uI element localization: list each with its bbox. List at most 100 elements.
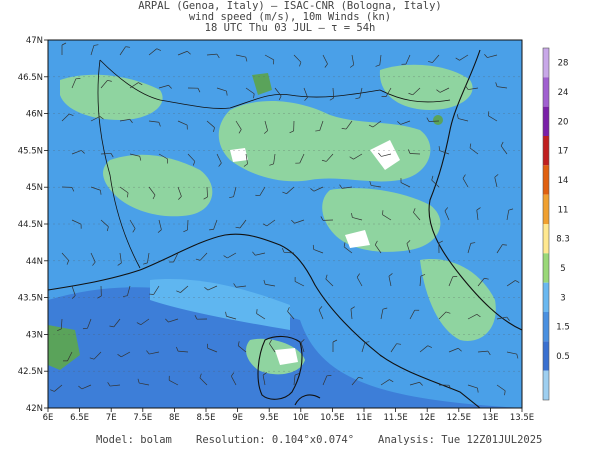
wind-barb <box>129 82 143 89</box>
wind-barb <box>380 379 394 386</box>
wind-barb <box>282 186 295 195</box>
wind-barb <box>62 351 73 362</box>
wind-barb <box>356 273 363 287</box>
wind-barb <box>388 273 393 287</box>
low-wind-area-corsica <box>246 338 305 375</box>
colorbar-segment <box>543 106 549 136</box>
wind-barb <box>436 87 450 93</box>
wind-barb <box>204 285 218 291</box>
wind-barb <box>281 248 295 254</box>
colorbar-segment <box>543 194 549 224</box>
wind-barb <box>203 186 208 200</box>
wind-barb <box>500 141 508 155</box>
wind-barb <box>90 116 104 122</box>
wind-barb <box>390 343 402 353</box>
wind-barb <box>409 381 423 386</box>
wind-barb <box>61 42 67 55</box>
wind-barb <box>158 84 172 89</box>
wind-barb <box>368 120 382 128</box>
colorbar-segment <box>543 282 549 312</box>
wind-barb <box>413 208 421 221</box>
wind-barb <box>78 384 92 390</box>
wind-barb <box>382 210 392 221</box>
colorbar-label: 1.5 <box>556 323 570 333</box>
wind-barb <box>506 208 514 221</box>
wind-barb <box>71 219 82 229</box>
wind-barb <box>235 54 248 62</box>
wind-barb <box>269 339 276 353</box>
colorbar-segment <box>543 77 549 107</box>
wind-barb <box>477 350 491 356</box>
lon-label: 10.5E <box>320 413 344 423</box>
wind-barb <box>256 309 266 320</box>
wind-barb <box>419 274 426 287</box>
wind-barb <box>409 309 420 320</box>
wind-barb <box>117 252 122 266</box>
wind-barb <box>229 186 237 199</box>
wind-barb <box>157 219 162 233</box>
wind-barb <box>476 207 481 221</box>
wind-barb <box>195 252 208 261</box>
lon-label: 13.5E <box>510 413 534 423</box>
wind-barb <box>477 277 489 287</box>
wind-barb <box>90 44 99 56</box>
lon-label: 7.5E <box>133 413 152 423</box>
footer-model: Model: bolam <box>96 434 172 446</box>
wind-barb <box>355 87 363 100</box>
wind-barb <box>187 153 196 166</box>
wind-barb <box>438 311 451 320</box>
wind-barb <box>177 186 182 200</box>
wind-barb <box>183 219 189 233</box>
wind-barb <box>225 311 237 320</box>
wind-barb <box>109 318 121 328</box>
wind-barb <box>312 244 324 254</box>
longitude-labels: 6E 6.5E 7E 7.5E 8E 8.5E 9E 9.5E 10E 10.5E 11E 11.5E… <box>43 408 534 423</box>
colorbar-label: 14 <box>558 176 569 186</box>
wind-barb <box>462 174 469 188</box>
wind-barb <box>233 283 247 288</box>
wind-barb <box>321 153 334 162</box>
wind-barb <box>177 120 188 130</box>
wind-barb <box>119 118 133 124</box>
wind-barb <box>397 120 411 125</box>
lat-label: 42N <box>26 404 43 414</box>
wind-barb <box>176 285 189 293</box>
wind-barb <box>235 120 242 134</box>
wind-barb <box>349 54 355 68</box>
colorbar-label: 0.5 <box>556 352 570 362</box>
wind-barb <box>165 318 179 323</box>
wind-barb <box>216 153 222 167</box>
wind-barb <box>419 345 432 353</box>
wind-barb <box>199 373 208 386</box>
wind-barb <box>469 143 479 155</box>
wind-barb <box>467 384 479 393</box>
wind-barb <box>149 285 160 295</box>
colorbar-label: 3 <box>560 293 565 303</box>
lat-label: 43.5N <box>18 294 43 304</box>
lon-label: 9.5E <box>260 413 279 423</box>
wind-barb <box>71 285 76 299</box>
wind-barb <box>289 120 295 134</box>
latitude-labels: 47N 46.5N 46N 45.5N 45N 44.5N 44N 43.5N 43N 42.5N… <box>18 36 48 414</box>
low-wind-spot-east <box>433 115 443 125</box>
colorbar: 28 24 20 17 14 11 8.3 5 3 1.5 0.5 <box>542 47 570 401</box>
colorbar-segment <box>543 341 549 371</box>
wind-barb <box>100 152 114 158</box>
wind-barb <box>119 46 131 56</box>
lat-label: 46.5N <box>18 73 43 83</box>
wind-barb <box>349 153 363 160</box>
wind-barb <box>341 120 353 130</box>
wind-barb <box>465 85 479 90</box>
wind-barb <box>300 339 305 353</box>
wind-barb <box>287 307 295 320</box>
wind-barb <box>506 280 520 287</box>
lon-label: 12E <box>419 413 435 423</box>
wind-barb <box>291 219 305 224</box>
colorbar-segment <box>543 165 549 195</box>
wind-barb <box>448 276 458 287</box>
lat-label: 44N <box>26 257 43 267</box>
wind-barb <box>61 113 74 122</box>
wind-barb <box>90 252 96 266</box>
wind-barb <box>294 276 305 287</box>
wind-barb <box>438 146 450 155</box>
